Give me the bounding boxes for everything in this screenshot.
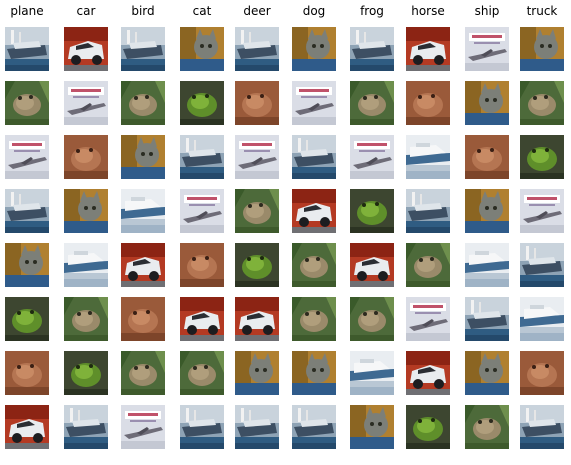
thumbnail-deer-1 [235, 27, 279, 71]
column-title-horse: horse [411, 4, 445, 18]
thumbnail-plane-8 [5, 405, 49, 449]
thumbnail-truck-6 [520, 297, 564, 341]
thumbnail-car-5 [64, 243, 108, 287]
thumbnail-cat-4 [180, 189, 224, 233]
thumbnail-bird-4 [121, 189, 165, 233]
thumbnail-ship-6 [465, 297, 509, 341]
thumbnail-bird-3 [121, 135, 165, 179]
thumbnail-horse-7 [406, 351, 450, 395]
thumbnail-dog-2 [292, 81, 336, 125]
thumbnail-car-7 [64, 351, 108, 395]
thumbnail-car-4 [64, 189, 108, 233]
column-title-dog: dog [302, 4, 326, 18]
thumbnail-deer-6 [235, 297, 279, 341]
thumbnail-deer-7 [235, 351, 279, 395]
thumbnail-truck-8 [520, 405, 564, 449]
thumbnail-horse-1 [406, 27, 450, 71]
thumbnail-ship-1 [465, 27, 509, 71]
thumbnail-car-8 [64, 405, 108, 449]
thumbnail-plane-1 [5, 27, 49, 71]
column-title-ship: ship [474, 4, 500, 18]
thumbnail-frog-7 [350, 351, 394, 395]
thumbnail-cat-7 [180, 351, 224, 395]
thumbnail-bird-8 [121, 405, 165, 449]
thumbnail-ship-3 [465, 135, 509, 179]
thumbnail-frog-2 [350, 81, 394, 125]
thumbnail-dog-5 [292, 243, 336, 287]
thumbnail-ship-2 [465, 81, 509, 125]
thumbnail-ship-4 [465, 189, 509, 233]
thumbnail-dog-1 [292, 27, 336, 71]
thumbnail-ship-5 [465, 243, 509, 287]
thumbnail-car-2 [64, 81, 108, 125]
thumbnail-horse-2 [406, 81, 450, 125]
column-title-bird: bird [131, 4, 155, 18]
thumbnail-horse-8 [406, 405, 450, 449]
thumbnail-frog-5 [350, 243, 394, 287]
thumbnail-truck-3 [520, 135, 564, 179]
column-title-car: car [76, 4, 96, 18]
thumbnail-truck-5 [520, 243, 564, 287]
thumbnail-plane-4 [5, 189, 49, 233]
thumbnail-plane-6 [5, 297, 49, 341]
thumbnail-dog-7 [292, 351, 336, 395]
thumbnail-truck-7 [520, 351, 564, 395]
thumbnail-cat-1 [180, 27, 224, 71]
thumbnail-frog-8 [350, 405, 394, 449]
thumbnail-dog-4 [292, 189, 336, 233]
thumbnail-cat-2 [180, 81, 224, 125]
thumbnail-frog-4 [350, 189, 394, 233]
thumbnail-bird-7 [121, 351, 165, 395]
thumbnail-horse-4 [406, 189, 450, 233]
thumbnail-deer-2 [235, 81, 279, 125]
thumbnail-plane-7 [5, 351, 49, 395]
thumbnail-plane-5 [5, 243, 49, 287]
thumbnail-car-6 [64, 297, 108, 341]
column-title-cat: cat [192, 4, 212, 18]
thumbnail-dog-8 [292, 405, 336, 449]
thumbnail-bird-2 [121, 81, 165, 125]
thumbnail-deer-3 [235, 135, 279, 179]
thumbnail-deer-5 [235, 243, 279, 287]
thumbnail-horse-3 [406, 135, 450, 179]
thumbnail-truck-4 [520, 189, 564, 233]
thumbnail-frog-6 [350, 297, 394, 341]
column-title-plane: plane [10, 4, 44, 18]
thumbnail-dog-3 [292, 135, 336, 179]
thumbnail-deer-4 [235, 189, 279, 233]
thumbnail-plane-3 [5, 135, 49, 179]
thumbnail-horse-5 [406, 243, 450, 287]
thumbnail-frog-3 [350, 135, 394, 179]
thumbnail-horse-6 [406, 297, 450, 341]
thumbnail-cat-5 [180, 243, 224, 287]
thumbnail-car-1 [64, 27, 108, 71]
thumbnail-cat-6 [180, 297, 224, 341]
column-title-deer: deer [243, 4, 271, 18]
thumbnail-dog-6 [292, 297, 336, 341]
thumbnail-frog-1 [350, 27, 394, 71]
thumbnail-bird-1 [121, 27, 165, 71]
column-title-frog: frog [360, 4, 384, 18]
thumbnail-cat-8 [180, 405, 224, 449]
thumbnail-bird-6 [121, 297, 165, 341]
thumbnail-ship-8 [465, 405, 509, 449]
thumbnail-bird-5 [121, 243, 165, 287]
thumbnail-truck-1 [520, 27, 564, 71]
thumbnail-plane-2 [5, 81, 49, 125]
thumbnail-deer-8 [235, 405, 279, 449]
thumbnail-ship-7 [465, 351, 509, 395]
thumbnail-cat-3 [180, 135, 224, 179]
thumbnail-car-3 [64, 135, 108, 179]
column-title-truck: truck [526, 4, 558, 18]
thumbnail-truck-2 [520, 81, 564, 125]
